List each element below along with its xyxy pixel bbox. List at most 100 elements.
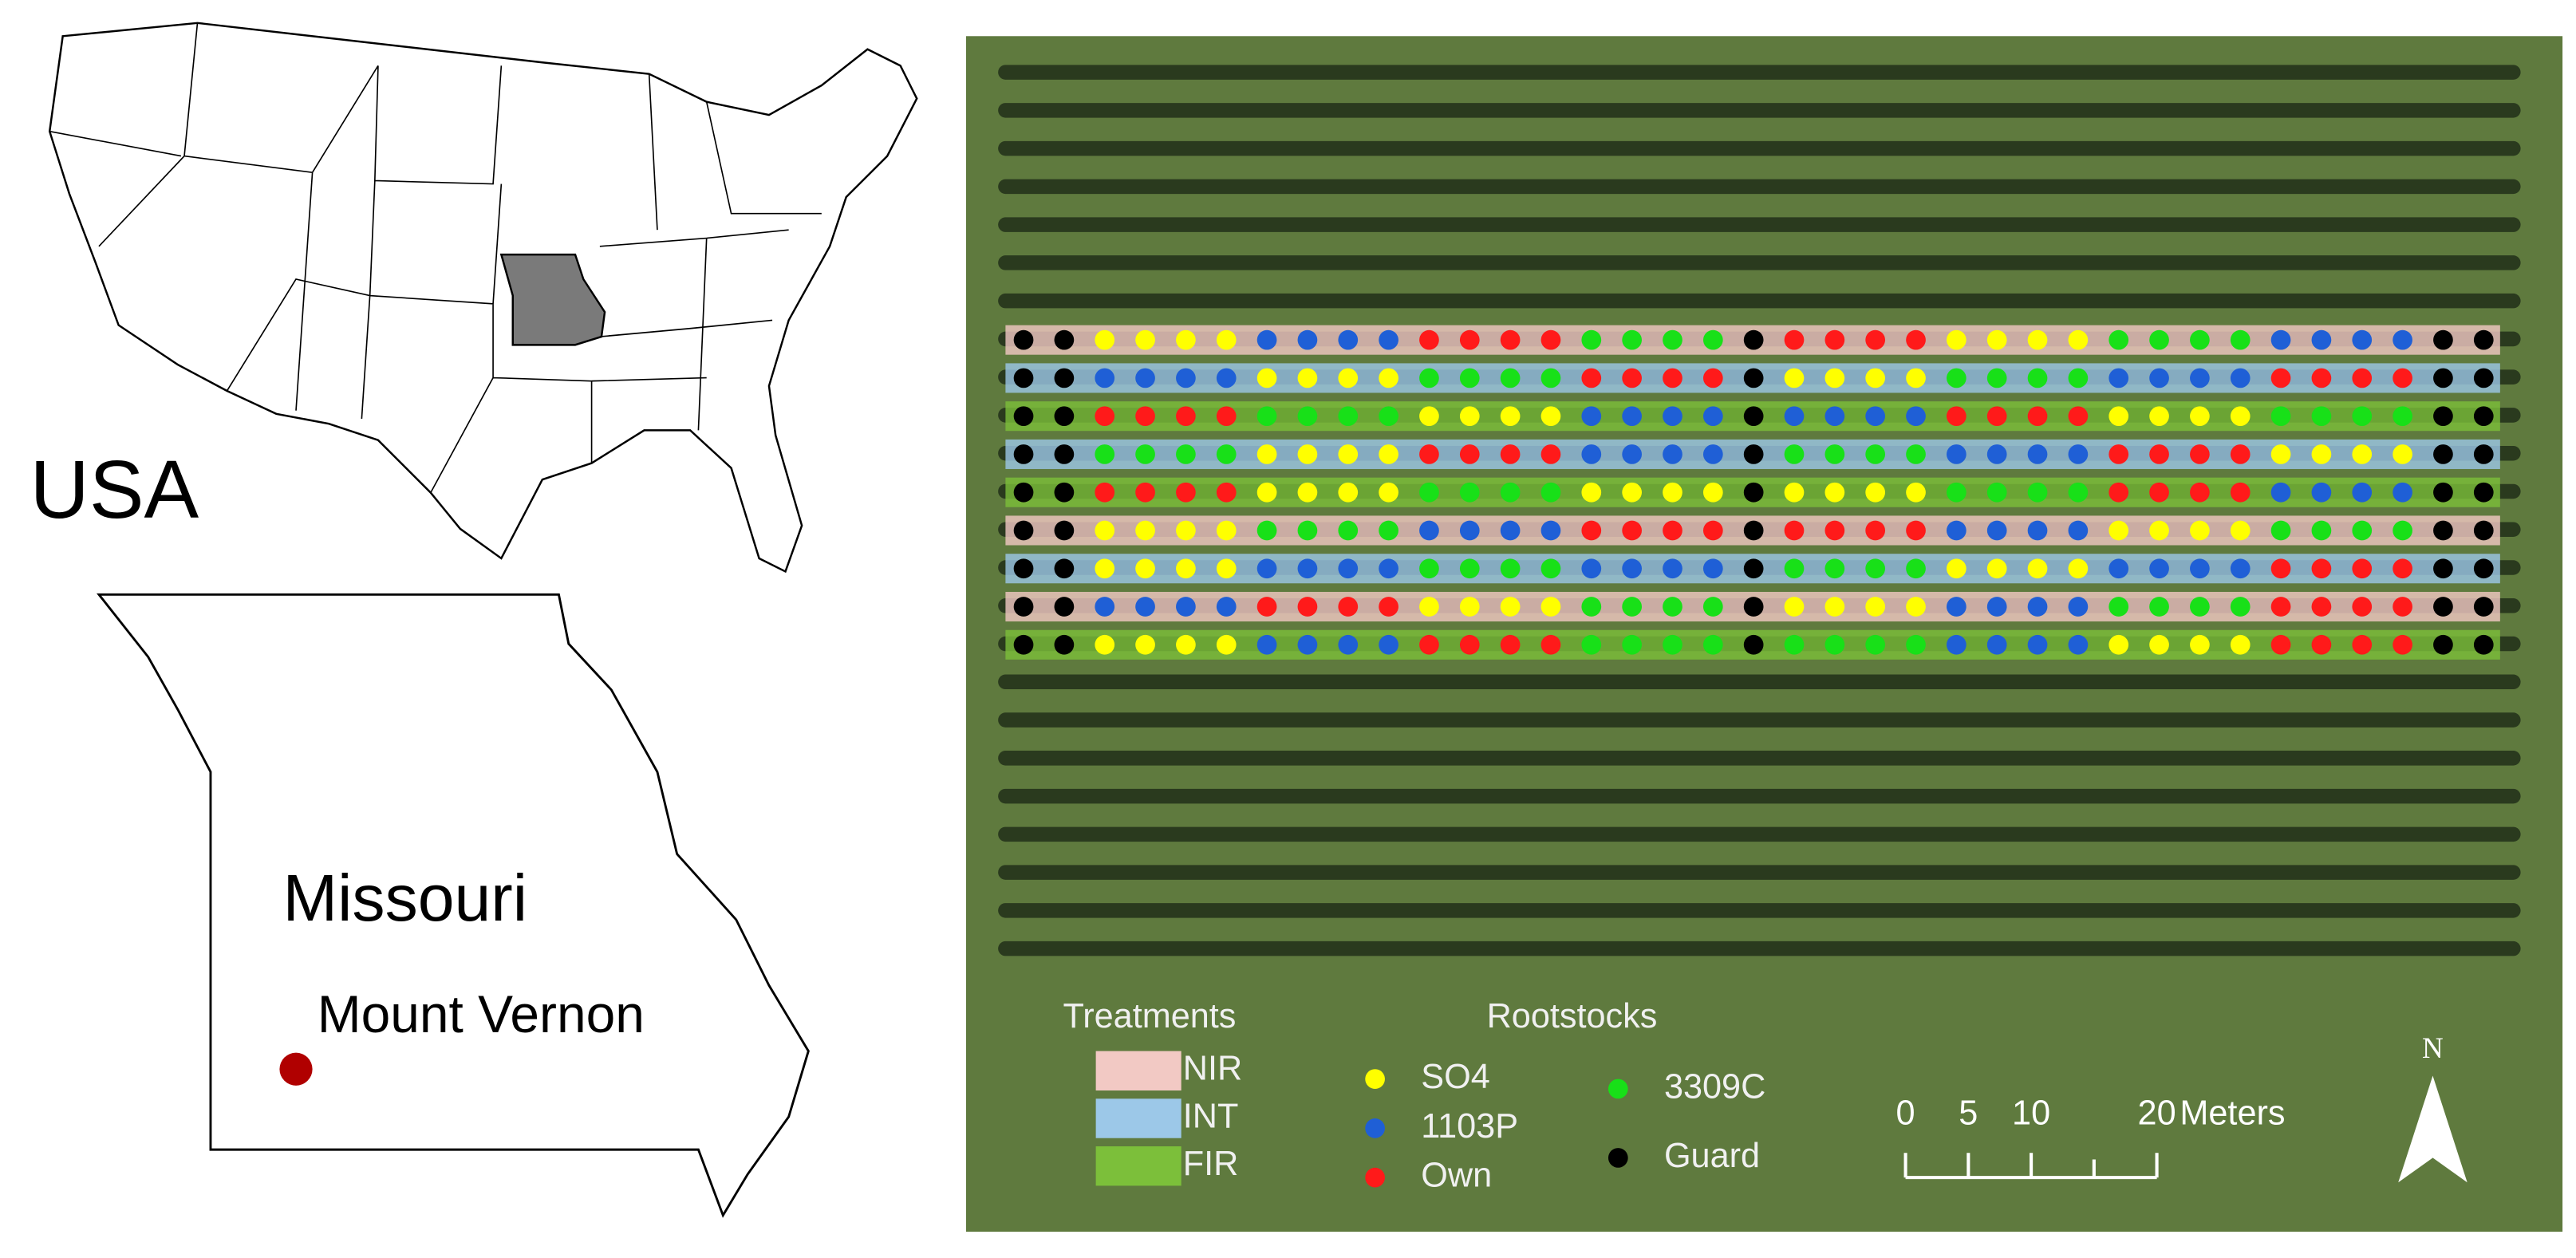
plant-dot bbox=[1865, 482, 1886, 503]
country-label: USA bbox=[30, 444, 199, 535]
scale-tick-label: 10 bbox=[2012, 1094, 2050, 1132]
plant-dot bbox=[2149, 329, 2169, 350]
plant-dot bbox=[1216, 368, 1237, 388]
plant-dot bbox=[2473, 558, 2494, 579]
plant-dot bbox=[1379, 444, 1398, 464]
plant-dot bbox=[1702, 482, 1723, 503]
plant-dot bbox=[2149, 597, 2169, 617]
plant-dot bbox=[2027, 597, 2048, 617]
plant-dot bbox=[1379, 406, 1398, 427]
plant-dot bbox=[1216, 597, 1237, 617]
plant-dot bbox=[2393, 482, 2412, 503]
plant-dot bbox=[1784, 597, 1805, 617]
plant-dot bbox=[2473, 406, 2494, 427]
legend-label: FIR bbox=[1183, 1145, 1239, 1183]
plant-dot bbox=[1906, 482, 1926, 503]
plant-dot bbox=[1581, 634, 1602, 655]
plant-dot bbox=[2027, 520, 2048, 541]
plant-dot bbox=[1338, 597, 1359, 617]
plant-dot bbox=[1663, 406, 1682, 427]
plant-dot bbox=[2230, 406, 2251, 427]
plant-dot bbox=[1297, 329, 1318, 350]
plant-dot bbox=[2230, 597, 2251, 617]
plant-dot bbox=[1865, 558, 1886, 579]
plant-dot bbox=[1054, 444, 1075, 464]
plant-dot bbox=[1135, 558, 1155, 579]
plant-dot bbox=[1581, 444, 1602, 464]
plant-dot bbox=[1825, 329, 1845, 350]
plant-dot bbox=[1540, 634, 1561, 655]
plant-dot bbox=[1986, 634, 2007, 655]
plant-dot bbox=[1500, 597, 1521, 617]
plant-dot bbox=[1095, 520, 1115, 541]
plant-dot bbox=[2270, 634, 2291, 655]
scale-bar: 0 5 10 20 Meters bbox=[1896, 1094, 2285, 1180]
plant-dot bbox=[1825, 597, 1845, 617]
plant-dot bbox=[1054, 558, 1075, 579]
plant-dot bbox=[2473, 368, 2494, 388]
plant-dot bbox=[1459, 634, 1480, 655]
plant-dot bbox=[1622, 558, 1642, 579]
plant-dot bbox=[1459, 597, 1480, 617]
plant-dot bbox=[1256, 558, 1277, 579]
plant-dot bbox=[2109, 368, 2129, 388]
plant-dot bbox=[2190, 444, 2210, 464]
plant-dot bbox=[1743, 597, 1764, 617]
plant-dot bbox=[1297, 597, 1318, 617]
plant-dot bbox=[2230, 482, 2251, 503]
usa-map bbox=[48, 22, 918, 574]
legend-label: 1103P bbox=[1421, 1107, 1518, 1146]
plant-dot bbox=[1176, 406, 1196, 427]
plant-dot bbox=[2068, 634, 2089, 655]
plant-dot bbox=[1540, 482, 1561, 503]
plant-dot bbox=[2311, 482, 2332, 503]
plant-dot bbox=[2352, 520, 2373, 541]
plant-dot bbox=[1702, 634, 1723, 655]
plant-dot bbox=[1702, 597, 1723, 617]
plant-dot bbox=[1784, 558, 1805, 579]
plant-dot bbox=[2270, 482, 2291, 503]
plant-dot bbox=[1338, 406, 1359, 427]
plant-dot bbox=[2149, 406, 2169, 427]
plant-dot bbox=[1176, 368, 1196, 388]
plant-dot bbox=[1702, 368, 1723, 388]
plant-dot bbox=[2027, 558, 2048, 579]
plant-dot bbox=[1256, 482, 1277, 503]
plant-dot bbox=[2068, 482, 2089, 503]
plant-dot bbox=[1743, 368, 1764, 388]
plant-dot bbox=[1216, 444, 1237, 464]
plant-dot bbox=[1500, 406, 1521, 427]
plant-dot bbox=[1581, 482, 1602, 503]
plant-dot bbox=[1986, 597, 2007, 617]
plant-dot bbox=[2352, 558, 2373, 579]
plant-dot bbox=[1338, 444, 1359, 464]
plant-dot bbox=[2393, 406, 2412, 427]
plant-dot bbox=[2270, 597, 2291, 617]
plant-dot bbox=[1338, 634, 1359, 655]
plant-dot bbox=[2109, 597, 2129, 617]
plant-dot bbox=[2473, 482, 2494, 503]
plant-dot bbox=[1906, 406, 1926, 427]
legend-dot bbox=[1608, 1079, 1628, 1099]
legend-label: Own bbox=[1421, 1157, 1492, 1195]
legend-dot bbox=[1365, 1167, 1385, 1188]
plant-dot bbox=[1013, 406, 1034, 427]
plant-dot bbox=[1702, 520, 1723, 541]
plant-dot bbox=[1256, 329, 1277, 350]
plant-dot bbox=[2230, 329, 2251, 350]
plant-dot bbox=[1947, 558, 1967, 579]
plant-dot bbox=[1256, 368, 1277, 388]
plant-dot bbox=[1986, 558, 2007, 579]
plant-dot bbox=[1825, 634, 1845, 655]
plant-dot bbox=[1013, 444, 1034, 464]
plant-dot bbox=[1297, 520, 1318, 541]
plant-dot bbox=[1581, 597, 1602, 617]
plant-dot bbox=[2352, 368, 2373, 388]
plant-dot bbox=[1176, 597, 1196, 617]
site-label: Mount Vernon bbox=[318, 984, 645, 1043]
plant-dot bbox=[1176, 482, 1196, 503]
plant-dot bbox=[2027, 368, 2048, 388]
plant-dot bbox=[2393, 558, 2412, 579]
plant-dot bbox=[2230, 558, 2251, 579]
plant-dot bbox=[2433, 520, 2453, 541]
